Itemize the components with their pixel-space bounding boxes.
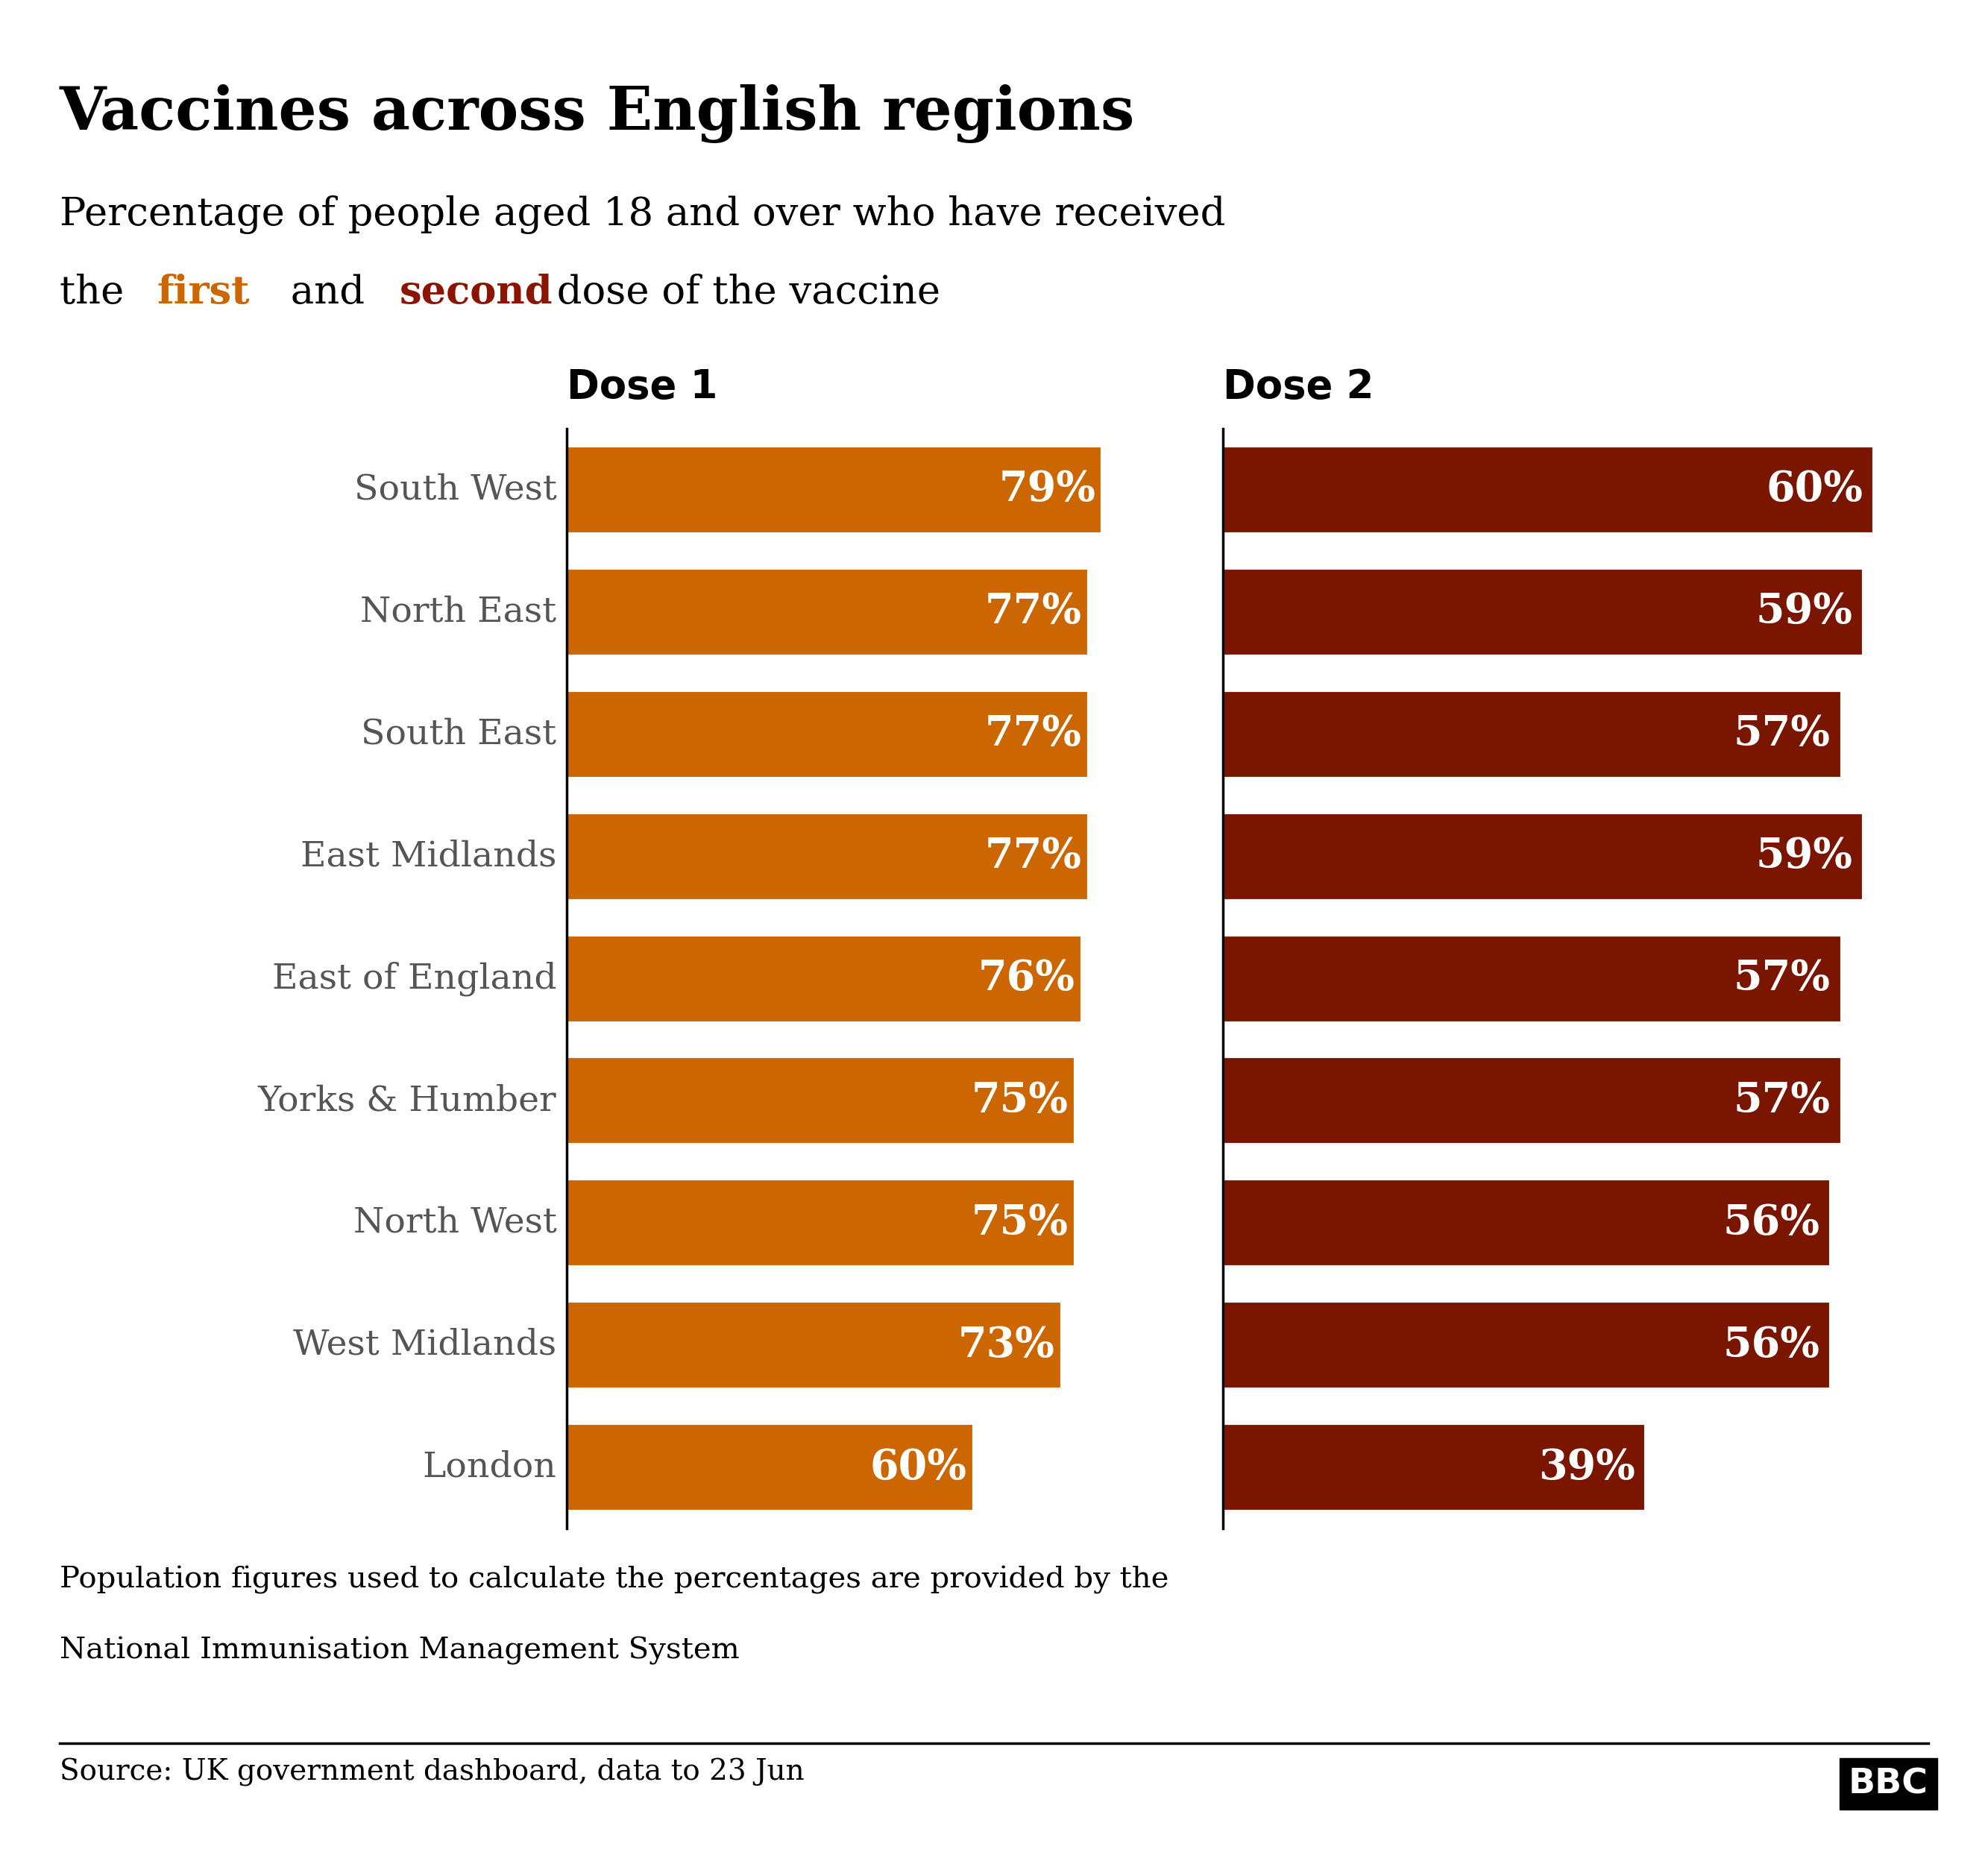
Text: Dose 1: Dose 1 [567,367,718,406]
Bar [567,1301,1062,1389]
Text: 59%: 59% [1755,835,1853,876]
Text: East Midlands: East Midlands [300,839,557,872]
Bar [1223,445,1875,533]
Text: first: first [157,274,248,311]
Text: 57%: 57% [1734,1081,1831,1122]
Text: Percentage of people aged 18 and over who have received: Percentage of people aged 18 and over wh… [60,196,1225,235]
Bar [567,813,1089,900]
Text: 79%: 79% [998,470,1095,511]
Text: BBC: BBC [1849,1767,1928,1801]
Bar [567,1424,974,1512]
Text: 77%: 77% [986,714,1081,755]
Text: the: the [60,274,137,311]
Text: and: and [278,274,378,311]
Bar [567,690,1089,777]
Bar [567,1180,1076,1268]
Text: Population figures used to calculate the percentages are provided by the: Population figures used to calculate the… [60,1566,1169,1594]
Text: 57%: 57% [1734,714,1831,755]
Bar [1223,1424,1646,1512]
Text: dose of the vaccine: dose of the vaccine [545,274,940,311]
Text: second: second [400,274,553,311]
Text: Vaccines across English regions: Vaccines across English regions [60,84,1135,144]
Text: Source: UK government dashboard, data to 23 Jun: Source: UK government dashboard, data to… [60,1758,805,1786]
Bar [567,445,1103,533]
Text: 77%: 77% [986,591,1081,632]
Text: 57%: 57% [1734,958,1831,999]
Bar [1223,934,1841,1023]
Text: 56%: 56% [1724,1325,1819,1366]
Bar [1223,1301,1831,1389]
Text: 77%: 77% [986,835,1081,876]
Text: South West: South West [354,473,557,507]
Text: 75%: 75% [972,1202,1068,1243]
Text: North East: North East [360,595,557,628]
Bar [1223,1057,1841,1144]
Text: 60%: 60% [1765,470,1863,511]
Text: 76%: 76% [978,958,1076,999]
Text: 39%: 39% [1539,1446,1636,1487]
Bar [1223,813,1863,900]
Text: West Midlands: West Midlands [294,1329,557,1363]
Text: London: London [423,1450,557,1484]
Text: Dose 2: Dose 2 [1223,367,1374,406]
Text: 60%: 60% [871,1446,966,1487]
Text: 59%: 59% [1755,591,1853,632]
Bar [567,569,1089,656]
Text: 56%: 56% [1724,1202,1819,1243]
Text: National Immunisation Management System: National Immunisation Management System [60,1637,740,1665]
Bar [567,934,1081,1023]
Text: Yorks & Humber: Yorks & Humber [258,1085,557,1118]
Text: East of England: East of England [272,962,557,995]
Text: 75%: 75% [972,1081,1068,1122]
Bar [1223,690,1841,777]
Text: 73%: 73% [958,1325,1056,1366]
Bar [1223,569,1863,656]
Text: North West: North West [354,1206,557,1240]
Bar [1223,1180,1831,1268]
Bar [567,1057,1076,1144]
Text: South East: South East [362,718,557,751]
